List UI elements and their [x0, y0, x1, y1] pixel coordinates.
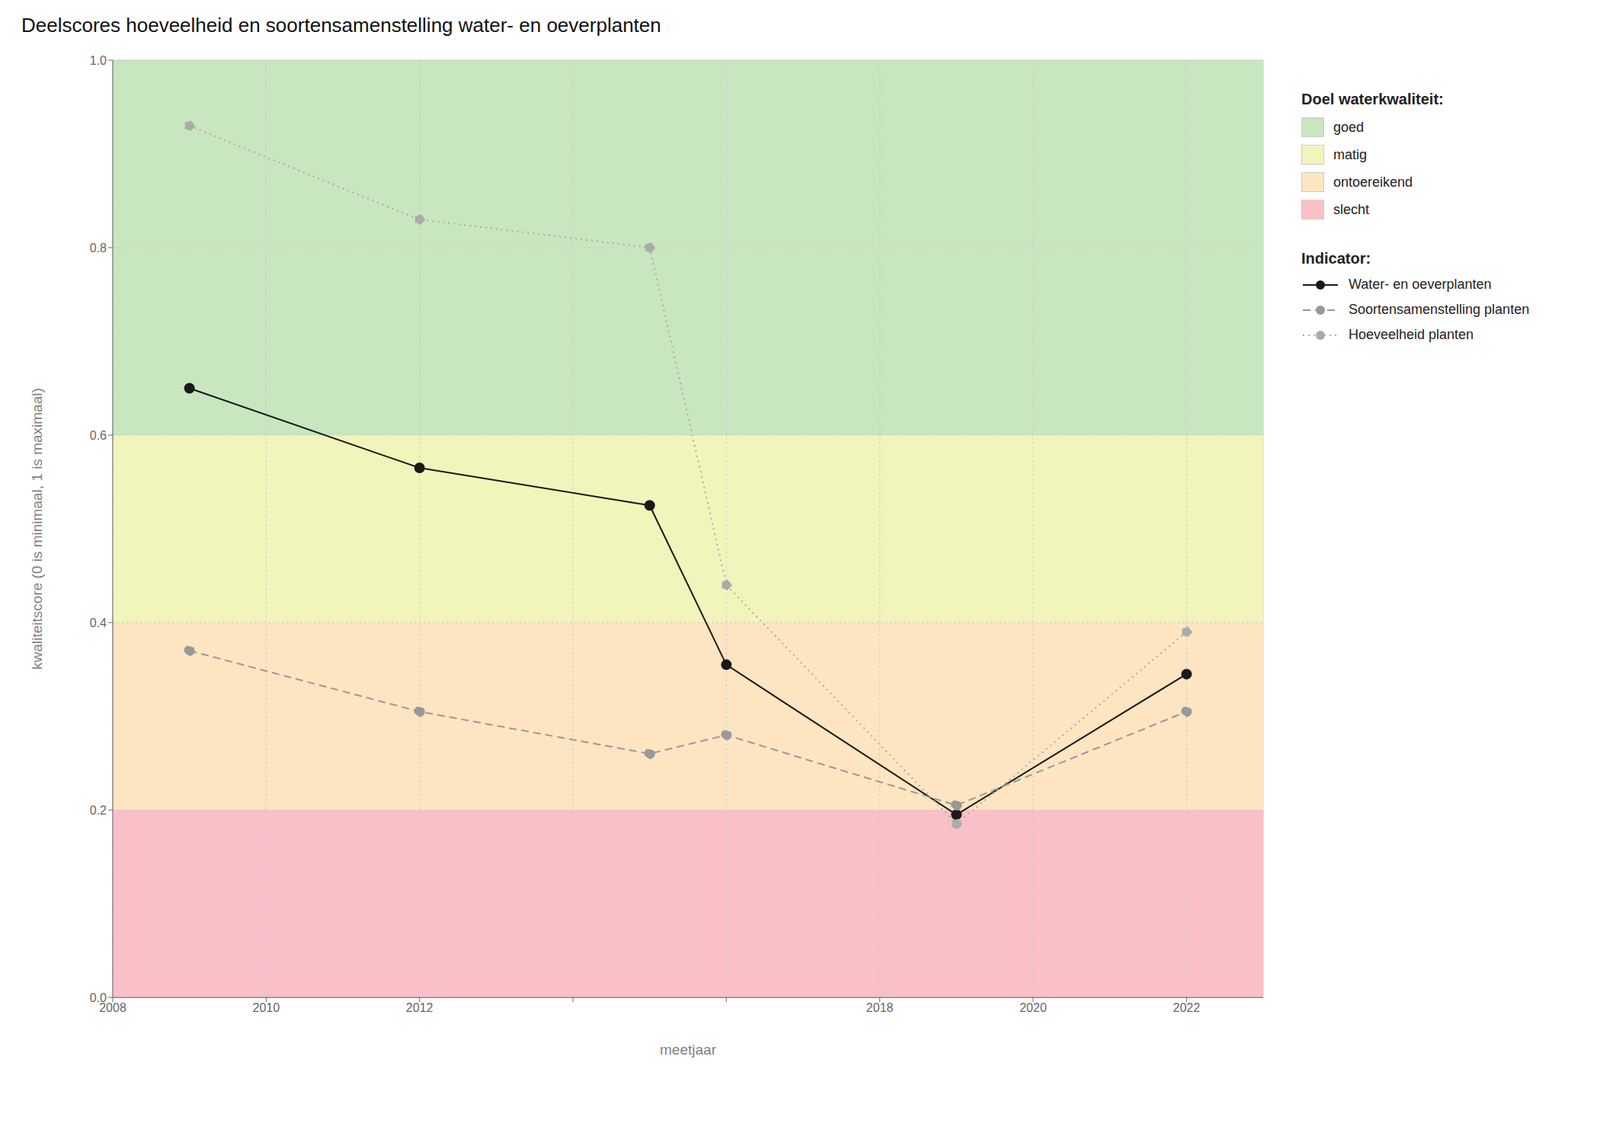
svg-text:2008: 2008 — [99, 1001, 127, 1015]
html-text:ontoereikend: ontoereikend — [1333, 174, 1413, 190]
svg-text:0.0: 0.0 — [89, 991, 107, 1005]
svg-text:meetjaar: meetjaar — [659, 1041, 717, 1058]
svg-text:2012: 2012 — [406, 1001, 434, 1015]
html-text:matig: matig — [1333, 146, 1367, 162]
html-text:Hoeveelheid planten: Hoeveelheid planten — [1348, 326, 1474, 343]
svg-text:0.4: 0.4 — [89, 616, 107, 630]
svg-text:0.2: 0.2 — [89, 803, 107, 817]
svg-text:1.0: 1.0 — [89, 54, 107, 68]
svg-text:kwaliteitscore (0 is minimaal,: kwaliteitscore (0 is minimaal, 1 is maxi… — [28, 387, 45, 670]
html-text:Deelscores hoeveelheid en soor: Deelscores hoeveelheid en soortensamenst… — [21, 13, 662, 37]
svg-text:2010: 2010 — [252, 1001, 281, 1015]
html-text:Indicator:: Indicator: — [1301, 249, 1371, 267]
html-text:Soortensamenstelling planten: Soortensamenstelling planten — [1348, 301, 1530, 317]
html-text:goed: goed — [1333, 119, 1364, 135]
svg-text:2020: 2020 — [1019, 1001, 1047, 1015]
html-text:Doel waterkwaliteit:: Doel waterkwaliteit: — [1301, 90, 1444, 108]
svg-text:0.8: 0.8 — [89, 241, 107, 255]
html-text:Water- en oeverplanten: Water- en oeverplanten — [1348, 276, 1492, 292]
svg-text:2022: 2022 — [1173, 1001, 1201, 1015]
svg-text:2018: 2018 — [866, 1001, 894, 1015]
html-text:slecht: slecht — [1333, 201, 1370, 217]
svg-text:0.6: 0.6 — [89, 428, 107, 442]
